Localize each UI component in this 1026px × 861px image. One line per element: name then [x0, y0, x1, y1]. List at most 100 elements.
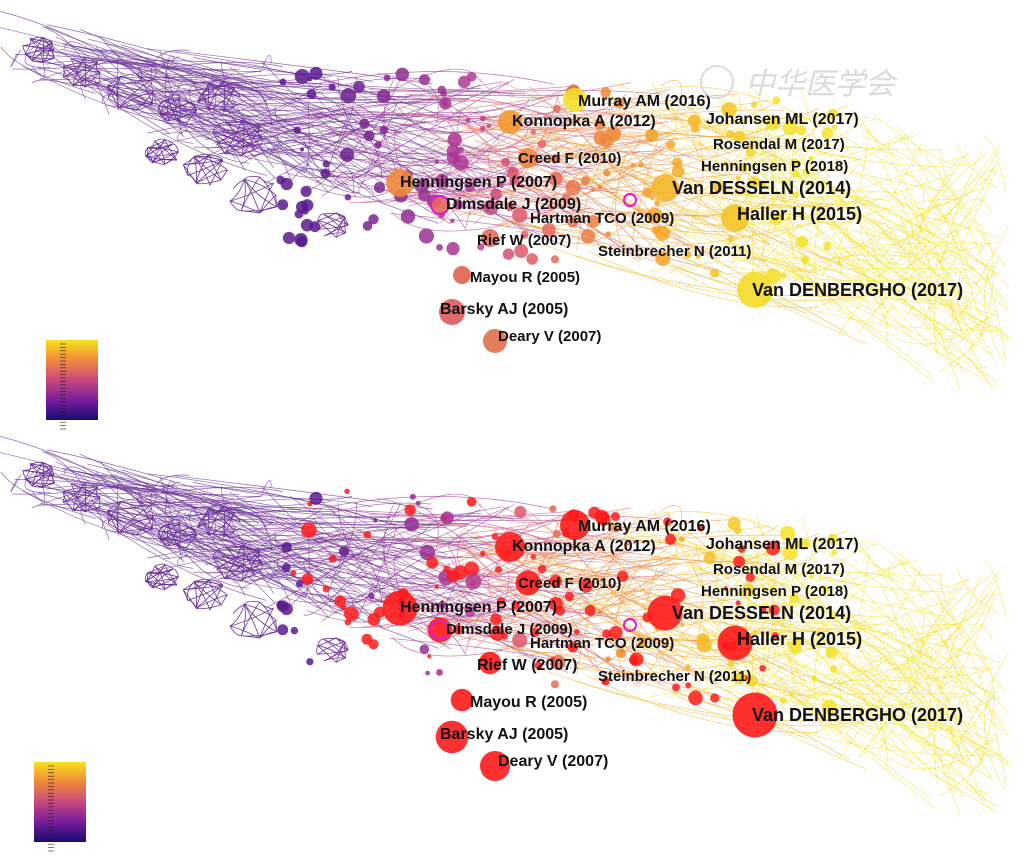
network-edge — [132, 487, 263, 502]
network-edge — [190, 502, 246, 596]
network-edge — [795, 595, 982, 796]
network-node — [644, 128, 659, 142]
network-edge — [240, 176, 261, 211]
network-edge — [307, 71, 555, 87]
network-node — [765, 116, 781, 131]
node-label: Barsky AJ (2005) — [440, 301, 568, 318]
network-node — [671, 165, 685, 178]
network-node — [490, 188, 502, 201]
network-edge — [698, 264, 999, 331]
network-node — [466, 496, 477, 507]
colorbar-ticks — [48, 765, 54, 852]
network-node — [512, 632, 528, 648]
network-edge — [665, 648, 954, 731]
node-label: Henningsen P (2018) — [701, 583, 848, 600]
network-edge — [176, 128, 194, 144]
network-node-major — [515, 570, 541, 596]
network-node — [309, 491, 323, 505]
network-edge — [321, 504, 515, 622]
network-node — [282, 231, 296, 245]
network-edge — [151, 92, 246, 116]
network-node-major — [483, 329, 507, 353]
network-edge — [255, 148, 315, 174]
network-node — [564, 592, 574, 602]
network-node — [438, 600, 446, 609]
network-panel-top: Murray AM (2016) Konnopka A (2012) Johanse… — [0, 0, 1026, 430]
network-edge — [173, 50, 433, 85]
network-edge — [516, 607, 759, 657]
network-node — [353, 80, 365, 93]
network-node — [427, 654, 432, 659]
network-edge — [467, 109, 785, 155]
network-edge — [815, 620, 969, 655]
network-edge — [814, 190, 830, 312]
network-edge — [79, 454, 384, 629]
network-node — [712, 181, 724, 193]
network-node — [792, 170, 800, 178]
network-edge — [777, 215, 975, 331]
network-edge — [525, 597, 621, 673]
network-node — [727, 516, 741, 531]
network-edge — [661, 198, 883, 211]
network-node — [827, 108, 839, 120]
network-edge — [520, 113, 771, 245]
network-edge — [229, 66, 569, 248]
network-node — [344, 193, 352, 201]
network-edge — [244, 179, 260, 214]
network-node — [549, 574, 562, 588]
network-node — [509, 177, 516, 185]
network-edge — [70, 69, 171, 134]
network-edge — [207, 83, 210, 111]
network-edge — [587, 675, 820, 733]
network-edge — [194, 156, 228, 171]
network-edge — [646, 544, 756, 567]
network-node — [771, 632, 779, 640]
network-node — [567, 216, 579, 228]
network-edge — [970, 668, 984, 679]
network-node — [733, 672, 746, 685]
node-label: Henningsen P (2018) — [701, 158, 848, 175]
network-edge — [87, 463, 282, 567]
network-node — [453, 624, 464, 635]
network-node — [465, 117, 471, 123]
network-edge — [463, 122, 664, 129]
network-node — [735, 175, 741, 181]
network-edge — [368, 162, 504, 192]
network-edge — [179, 551, 252, 585]
network-edge — [221, 559, 342, 582]
network-edge — [187, 584, 223, 601]
network-edge — [806, 288, 963, 332]
network-edge — [793, 185, 990, 282]
network-edge — [259, 608, 274, 639]
network-node — [300, 185, 312, 197]
network-edge — [952, 623, 993, 643]
network-edge — [224, 546, 256, 575]
network-edge — [396, 192, 718, 259]
network-node — [591, 187, 596, 192]
network-edge — [240, 540, 422, 590]
network-node-major — [480, 751, 510, 781]
network-edge — [494, 142, 667, 225]
network-edge — [757, 540, 1010, 713]
network-node — [696, 637, 712, 653]
network-node — [654, 200, 660, 207]
network-edge — [164, 564, 178, 586]
network-edge — [421, 168, 579, 220]
network-node — [565, 179, 581, 196]
network-node — [443, 565, 450, 573]
network-node — [610, 522, 621, 533]
network-node — [374, 141, 382, 149]
network-edge — [914, 161, 999, 210]
network-node — [710, 693, 720, 703]
network-edge — [335, 529, 383, 604]
network-node — [823, 241, 832, 251]
network-edge — [735, 143, 813, 169]
network-node — [442, 100, 448, 107]
network-node — [768, 604, 780, 616]
network-node — [678, 536, 685, 543]
network-edge — [317, 220, 346, 234]
network-edge — [10, 49, 21, 68]
network-node — [501, 157, 510, 167]
network-node — [759, 181, 767, 188]
network-edge — [739, 632, 996, 741]
